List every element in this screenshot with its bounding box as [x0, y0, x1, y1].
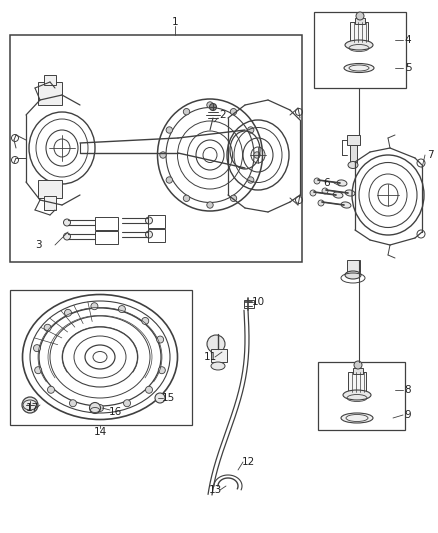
Circle shape	[166, 177, 173, 183]
Circle shape	[22, 397, 38, 413]
Text: 1: 1	[172, 17, 178, 27]
Circle shape	[145, 217, 152, 224]
Bar	[350, 145, 357, 165]
Bar	[355, 18, 365, 24]
Text: 2: 2	[220, 110, 226, 120]
Bar	[318, 362, 405, 430]
Text: 15: 15	[161, 393, 175, 403]
Bar	[148, 229, 165, 242]
Circle shape	[157, 336, 164, 343]
Circle shape	[183, 109, 190, 115]
Bar	[44, 196, 56, 210]
Circle shape	[230, 109, 237, 115]
Bar	[347, 135, 360, 145]
Ellipse shape	[345, 40, 373, 50]
Circle shape	[124, 400, 131, 407]
Text: 12: 12	[241, 457, 254, 467]
Circle shape	[89, 402, 100, 414]
Ellipse shape	[345, 190, 355, 196]
Circle shape	[118, 305, 125, 312]
Circle shape	[33, 345, 40, 352]
Bar	[38, 180, 62, 198]
Text: 8: 8	[405, 385, 411, 395]
Circle shape	[254, 152, 260, 158]
Bar	[353, 368, 363, 374]
Text: 9: 9	[405, 410, 411, 420]
Bar	[347, 260, 360, 272]
Bar	[10, 290, 192, 425]
Circle shape	[207, 102, 213, 108]
Bar	[350, 22, 368, 42]
Circle shape	[314, 178, 320, 184]
Circle shape	[310, 190, 316, 196]
Ellipse shape	[333, 192, 343, 198]
Ellipse shape	[341, 413, 373, 423]
Circle shape	[209, 103, 216, 110]
Bar	[10, 35, 302, 262]
Text: 14: 14	[93, 427, 106, 437]
Text: 7: 7	[427, 150, 433, 160]
Text: 17: 17	[25, 403, 39, 413]
Circle shape	[158, 367, 165, 374]
Circle shape	[44, 324, 51, 331]
Circle shape	[207, 335, 225, 353]
Ellipse shape	[344, 63, 374, 72]
Text: 13: 13	[208, 485, 222, 495]
Bar	[348, 372, 366, 392]
Circle shape	[70, 400, 77, 407]
Circle shape	[183, 195, 190, 201]
Bar	[44, 75, 56, 85]
Text: 3: 3	[35, 240, 41, 250]
Text: 16: 16	[108, 407, 122, 417]
Circle shape	[318, 200, 324, 206]
Bar	[95, 217, 118, 230]
Bar	[95, 231, 118, 244]
Ellipse shape	[337, 180, 347, 186]
Bar	[314, 12, 406, 88]
Circle shape	[160, 152, 166, 158]
Circle shape	[356, 12, 364, 20]
Ellipse shape	[211, 362, 225, 370]
Bar	[244, 300, 254, 308]
Circle shape	[155, 393, 165, 403]
Circle shape	[354, 361, 362, 369]
Circle shape	[91, 303, 98, 310]
Circle shape	[145, 231, 152, 238]
Circle shape	[64, 219, 71, 226]
Circle shape	[64, 309, 71, 316]
Text: 5: 5	[405, 63, 411, 73]
Ellipse shape	[345, 271, 361, 279]
Bar	[38, 82, 62, 105]
Ellipse shape	[341, 202, 351, 208]
Circle shape	[35, 367, 42, 374]
Text: 10: 10	[251, 297, 265, 307]
Circle shape	[47, 386, 54, 393]
Circle shape	[230, 195, 237, 201]
Bar	[148, 215, 165, 228]
Circle shape	[247, 177, 254, 183]
Circle shape	[166, 127, 173, 133]
Circle shape	[247, 127, 254, 133]
Ellipse shape	[348, 161, 358, 168]
Text: 6: 6	[324, 178, 330, 188]
Circle shape	[96, 405, 103, 411]
Circle shape	[207, 202, 213, 208]
Bar	[211, 349, 227, 362]
Circle shape	[142, 318, 149, 325]
Text: 4: 4	[405, 35, 411, 45]
Circle shape	[145, 386, 152, 393]
Circle shape	[64, 233, 71, 240]
Text: 11: 11	[203, 352, 217, 362]
Circle shape	[322, 188, 328, 194]
Ellipse shape	[343, 390, 371, 400]
